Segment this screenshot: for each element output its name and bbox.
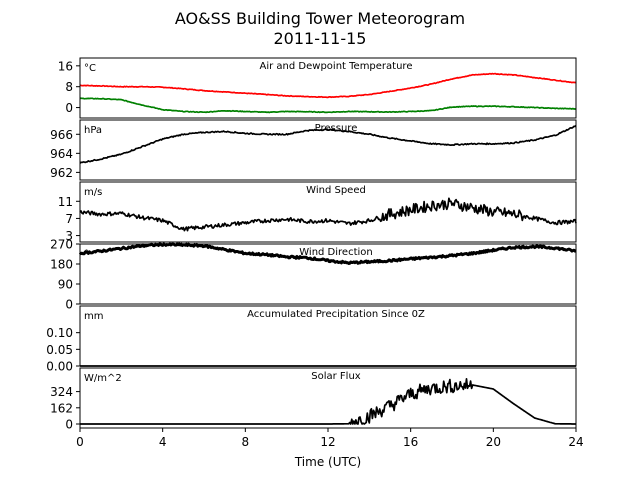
panel-pressure: 962 964 966 hPa Pressure [50, 119, 577, 181]
xtick-label: 20 [486, 435, 501, 449]
xtick-label: 24 [568, 435, 583, 449]
xtick-label: 4 [159, 435, 167, 449]
unit-label-wind_speed: m/s [84, 187, 102, 198]
series-line-wind_dir-0 [78, 242, 577, 265]
ytick-label-wind_speed: 7 [65, 212, 73, 226]
ytick-label-wind_speed: 11 [58, 195, 73, 209]
ytick-label-solar: 162 [50, 401, 73, 415]
ytick-label-wind_dir: 0 [65, 298, 73, 312]
panel-precip: 0.00 0.05 0.10 mm Accumulated Precipitation … [46, 305, 577, 374]
xtick-label: 12 [320, 435, 335, 449]
panel-title-wind_dir: Wind Direction [299, 247, 373, 258]
ytick-label-temp: 16 [58, 59, 73, 73]
ytick-label-solar: 0 [65, 418, 73, 432]
series-line-pressure-0 [79, 124, 577, 164]
ytick-label-solar: 324 [50, 385, 73, 399]
series-line-solar-0 [80, 377, 576, 425]
series-line-wind_speed-0 [79, 197, 577, 232]
ytick-label-temp: 8 [65, 80, 73, 94]
ytick-label-wind_dir: 270 [50, 238, 73, 252]
ytick-label-wind_dir: 180 [50, 258, 73, 272]
series-line-temp-0 [80, 72, 576, 99]
ytick-label-precip: 0.10 [46, 326, 73, 340]
xtick-label: 16 [403, 435, 418, 449]
unit-label-solar: W/m^2 [84, 373, 122, 384]
panel-title-solar: Solar Flux [311, 371, 361, 382]
ytick-label-pressure: 964 [50, 147, 73, 161]
ytick-label-wind_speed: 3 [65, 229, 73, 243]
plot-frame-precip [79, 305, 577, 367]
xtick-label: 8 [242, 435, 250, 449]
ytick-label-precip: 0.00 [46, 360, 73, 374]
plot-frame-wind_speed [79, 181, 577, 243]
plot-frame-pressure [79, 119, 577, 181]
plot-frame-wind_dir [79, 243, 577, 305]
panel-temp: 0 8 16 °C Air and Dewpoint Temperature [58, 57, 577, 119]
series-line-temp-1 [79, 97, 577, 114]
unit-label-wind_dir: ° [84, 249, 89, 260]
plot-frame-temp [79, 57, 577, 119]
figure-subtitle: 2011-11-15 [274, 29, 367, 48]
unit-label-pressure: hPa [84, 125, 102, 136]
unit-label-temp: °C [84, 63, 96, 74]
panel-title-wind_speed: Wind Speed [306, 185, 366, 196]
ytick-label-pressure: 962 [50, 166, 73, 180]
xtick-label: 0 [76, 435, 84, 449]
panels: 0 8 16 °C Air and Dewpoint Temperature 962 964… [46, 57, 584, 449]
panel-solar: 0 162 324 W/m^2 Solar Flux 0 4 8 12 16 20 24 [50, 367, 584, 449]
panel-title-temp: Air and Dewpoint Temperature [260, 61, 413, 72]
ytick-label-pressure: 966 [50, 128, 73, 142]
x-axis-label: Time (UTC) [294, 455, 361, 469]
figure-title: AO&SS Building Tower Meteorogram [175, 9, 465, 28]
panel-wind_dir: 0 90 180 270 ° Wind Direction [50, 238, 577, 312]
panel-title-precip: Accumulated Precipitation Since 0Z [247, 309, 425, 320]
panel-title-pressure: Pressure [315, 123, 358, 134]
unit-label-precip: mm [84, 311, 103, 322]
ytick-label-temp: 0 [65, 101, 73, 115]
panel-wind_speed: 3 7 11 m/s Wind Speed [58, 181, 577, 243]
ytick-label-precip: 0.05 [46, 343, 73, 357]
ytick-label-wind_dir: 90 [58, 278, 73, 292]
